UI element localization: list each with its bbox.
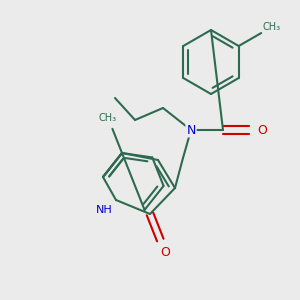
Text: CH₃: CH₃ (262, 22, 281, 32)
Text: O: O (160, 246, 170, 259)
Text: CH₃: CH₃ (99, 113, 117, 123)
Text: NH: NH (96, 205, 113, 215)
Text: N: N (186, 124, 196, 136)
Text: O: O (257, 124, 267, 136)
